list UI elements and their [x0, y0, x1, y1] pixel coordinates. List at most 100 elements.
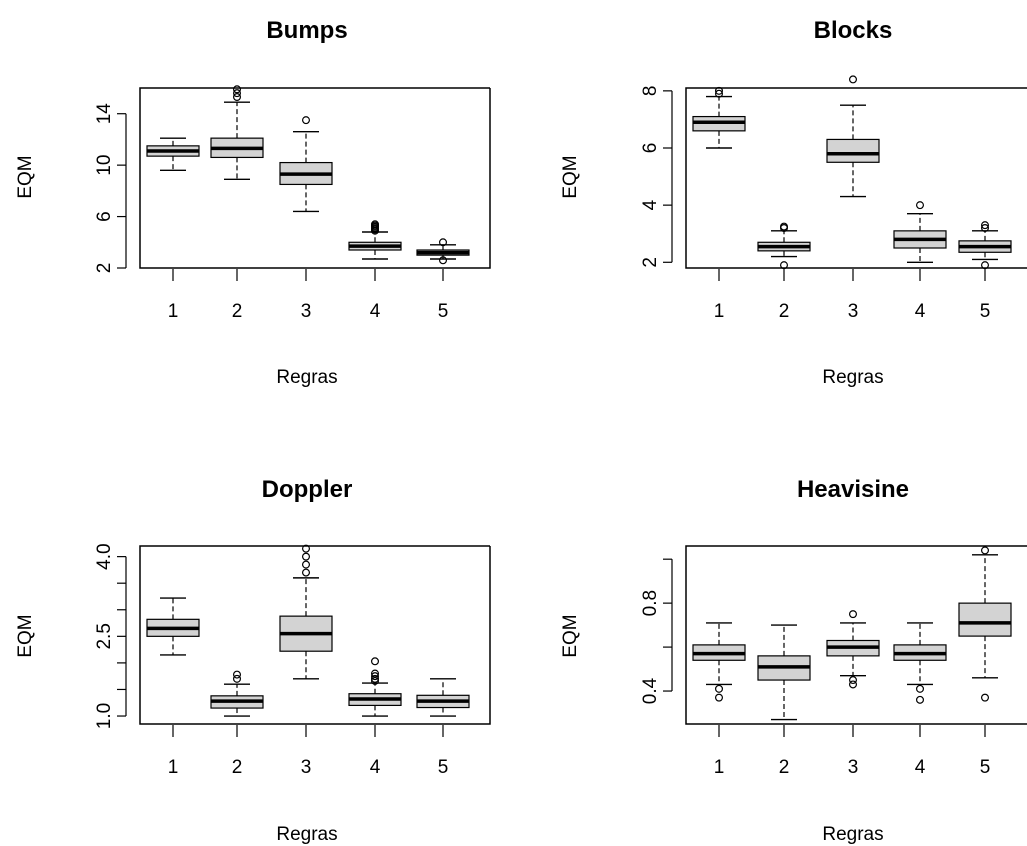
- x-tick-label: 2: [779, 757, 790, 778]
- outlier-point: [302, 568, 311, 577]
- y-tick-label: 6: [94, 211, 115, 222]
- x-tick-label: 1: [168, 301, 179, 322]
- outlier-point: [233, 670, 242, 679]
- x-tick-label: 1: [168, 757, 179, 778]
- box-iqr: [958, 602, 1012, 637]
- box-iqr: [826, 138, 880, 163]
- outlier-point: [980, 693, 989, 702]
- x-tick-label: 5: [980, 301, 991, 322]
- y-tick-label: 2.5: [94, 623, 115, 649]
- box-1: [146, 597, 200, 656]
- panel-bumps: Bumps EQM Regras 2 6 10 14 1 2 3 4 5: [15, 17, 491, 388]
- y-tick-label: 8: [640, 86, 661, 97]
- y-tick-label: 10: [94, 155, 115, 176]
- x-tick-label: 4: [370, 301, 381, 322]
- x-tick-label: 5: [438, 301, 449, 322]
- panel-doppler: Doppler EQM Regras 1.0 2.5 4.0 1 2 3 4 5: [15, 476, 491, 845]
- box-1: [146, 137, 200, 171]
- panel-title: Heavisine: [797, 476, 909, 503]
- x-axis-label: Regras: [276, 824, 337, 845]
- y-axis-label: EQM: [15, 155, 36, 198]
- y-axis-label: EQM: [15, 614, 36, 657]
- x-axis-label: Regras: [276, 367, 337, 388]
- x-tick-label: 2: [232, 301, 243, 322]
- box-4: [348, 657, 402, 717]
- x-tick-label: 4: [915, 757, 926, 778]
- box-1: [692, 86, 746, 149]
- box-2: [210, 670, 264, 717]
- plot-frame: [685, 545, 1027, 725]
- panel-heavisine: Heavisine EQM Regras 0.4 0.8 1 2 3 4 5: [560, 476, 1027, 845]
- x-tick-label: 2: [232, 757, 243, 778]
- outlier-point: [714, 89, 723, 98]
- outlier-point: [233, 89, 242, 98]
- plot-frame: [685, 87, 1027, 269]
- y-tick-label: 14: [94, 103, 115, 125]
- outlier-point: [714, 684, 723, 693]
- outlier-point: [371, 220, 380, 229]
- y-tick-label: 1.0: [94, 703, 115, 729]
- box-4: [348, 220, 402, 260]
- box-3: [826, 610, 880, 689]
- panel-blocks: Blocks EQM Regras 2 4 6 8 1 2 3 4 5: [560, 17, 1027, 388]
- outlier-point: [714, 693, 723, 702]
- outlier-point: [848, 676, 857, 685]
- x-tick-label: 3: [848, 757, 859, 778]
- x-tick-label: 3: [301, 757, 312, 778]
- outlier-point: [233, 85, 242, 94]
- outlier-point: [233, 674, 242, 683]
- outlier-point: [980, 221, 989, 230]
- plot-frame: [139, 87, 491, 269]
- box-5: [958, 221, 1012, 270]
- x-tick-label: 1: [714, 301, 725, 322]
- x-tick-label: 2: [779, 301, 790, 322]
- box-4: [893, 622, 947, 704]
- plot-frame: [139, 545, 491, 725]
- box-2: [757, 222, 811, 270]
- x-tick-label: 1: [714, 757, 725, 778]
- y-tick-label: 4: [640, 199, 661, 210]
- y-tick-label: 0.4: [640, 677, 661, 704]
- box-2: [210, 85, 264, 180]
- outlier-point: [915, 201, 924, 210]
- outlier-point: [371, 674, 380, 683]
- y-axis-label: EQM: [560, 155, 581, 198]
- box-5: [416, 678, 470, 717]
- outlier-point: [779, 222, 788, 231]
- x-axis-label: Regras: [822, 824, 883, 845]
- box-3: [279, 544, 333, 680]
- box-5: [416, 238, 470, 265]
- outlier-point: [848, 610, 857, 619]
- y-tick-label: 2: [94, 263, 115, 274]
- y-tick-label: 2: [640, 257, 661, 268]
- box-5: [958, 546, 1012, 702]
- x-tick-label: 3: [848, 301, 859, 322]
- plot-area: 1.0 2.5 4.0 1 2 3 4 5: [94, 543, 491, 778]
- outlier-point: [980, 546, 989, 555]
- panel-title: Blocks: [814, 17, 893, 44]
- x-tick-label: 4: [370, 757, 381, 778]
- y-axis-label: EQM: [560, 614, 581, 657]
- box-2: [757, 624, 811, 721]
- y-tick-label: 0.8: [640, 590, 661, 616]
- box-3: [279, 116, 333, 213]
- y-tick-label: 4.0: [94, 543, 115, 569]
- outlier-point: [371, 672, 380, 681]
- x-tick-label: 5: [980, 757, 991, 778]
- outlier-point: [915, 684, 924, 693]
- y-tick-label: 6: [640, 143, 661, 154]
- outlier-point: [302, 560, 311, 569]
- outlier-point: [233, 92, 242, 101]
- plot-area: 0.4 0.8 1 2 3 4 5: [640, 545, 1027, 778]
- x-tick-label: 3: [301, 301, 312, 322]
- outlier-point: [848, 75, 857, 84]
- outlier-point: [302, 544, 311, 553]
- x-tick-label: 4: [915, 301, 926, 322]
- box-4: [893, 201, 947, 263]
- outlier-point: [848, 680, 857, 689]
- x-axis-label: Regras: [822, 367, 883, 388]
- outlier-point: [980, 261, 989, 270]
- outlier-point: [302, 552, 311, 561]
- outlier-point: [302, 116, 311, 125]
